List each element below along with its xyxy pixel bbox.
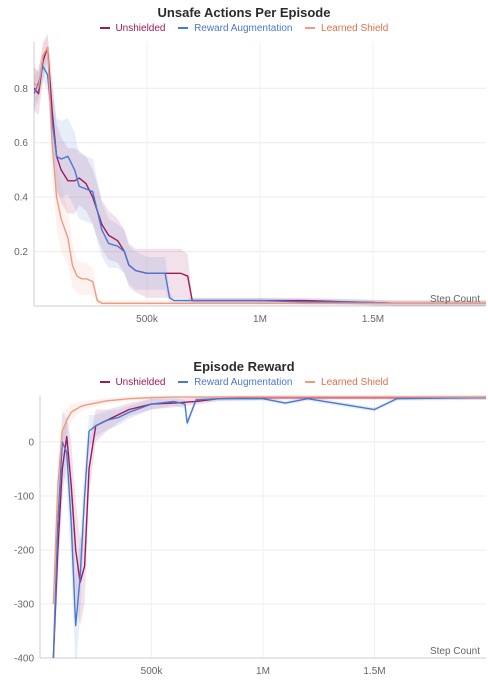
series-band-learned-shield	[34, 36, 486, 306]
series-band-reward-augmentation	[53, 395, 486, 658]
y-tick-label: -200	[14, 545, 34, 556]
x-axis-label: Step Count	[430, 294, 480, 305]
y-tick-label: -100	[14, 491, 34, 502]
chart-plot-area[interactable]: 0 -100 -200 -300 -400 500k 1M 1.5M Step Count	[0, 352, 488, 683]
legend-label: Learned Shield	[321, 377, 389, 388]
y-tick-label: 0	[28, 437, 34, 448]
chart-series-group	[52, 395, 486, 658]
series-line-learned-shield	[34, 46, 486, 304]
x-tick-label: 500k	[136, 314, 159, 325]
chart-legend: Unshielded Reward Augmentation Learned S…	[0, 23, 488, 34]
series-line-unshielded	[52, 396, 486, 658]
y-tick-label: 0.8	[14, 84, 28, 95]
y-tick-label: -300	[14, 599, 34, 610]
y-tick-label: 0.4	[14, 193, 28, 204]
legend-item-reward-augmentation[interactable]: Reward Augmentation	[178, 377, 292, 388]
legend-label: Reward Augmentation	[194, 23, 293, 34]
series-line-reward-augmentation	[34, 65, 486, 304]
legend-swatch	[305, 27, 316, 30]
series-band-learned-shield	[53, 395, 486, 637]
legend-label: Unshielded	[115, 377, 166, 388]
chart-series-group	[34, 34, 486, 306]
x-tick-label: 1.5M	[362, 314, 384, 325]
chart-panel-unsafe-actions: Unsafe Actions Per Episode Unshielded Re…	[0, 0, 488, 330]
legend-item-unshielded[interactable]: Unshielded	[99, 377, 166, 388]
chart-title: Episode Reward	[193, 359, 295, 374]
legend-swatch	[99, 381, 110, 384]
chart-legend: Unshielded Reward Augmentation Learned S…	[0, 377, 488, 388]
y-tick-label: 0.2	[14, 247, 28, 258]
x-tick-label: 1M	[256, 666, 270, 677]
x-tick-label: 1M	[253, 314, 267, 325]
legend-label: Reward Augmentation	[194, 377, 293, 388]
legend-swatch	[178, 27, 189, 30]
legend-swatch	[99, 27, 110, 30]
x-axis-label: Step Count	[430, 646, 480, 657]
legend-label: Learned Shield	[321, 23, 389, 34]
series-line-learned-shield	[52, 396, 486, 605]
chart-panel-episode-reward: Episode Reward Unshielded Reward Augment…	[0, 352, 488, 683]
x-tick-label: 1.5M	[363, 666, 385, 677]
legend-swatch	[178, 381, 189, 384]
chart-title: Unsafe Actions Per Episode	[157, 5, 331, 20]
chart-plot-area[interactable]: 0.8 0.6 0.4 0.2 500k 1M 1.5M Step Count	[0, 0, 488, 330]
series-line-reward-augmentation	[52, 396, 486, 658]
series-band-unshielded	[53, 395, 486, 658]
y-tick-label: -400	[14, 654, 34, 665]
x-tick-label: 500k	[141, 666, 164, 677]
legend-swatch	[305, 381, 316, 384]
legend-item-learned-shield[interactable]: Learned Shield	[305, 377, 388, 388]
legend-label: Unshielded	[115, 23, 166, 34]
legend-item-reward-augmentation[interactable]: Reward Augmentation	[178, 23, 292, 34]
legend-item-unshielded[interactable]: Unshielded	[99, 23, 166, 34]
legend-item-learned-shield[interactable]: Learned Shield	[305, 23, 388, 34]
y-tick-label: 0.6	[14, 138, 28, 149]
